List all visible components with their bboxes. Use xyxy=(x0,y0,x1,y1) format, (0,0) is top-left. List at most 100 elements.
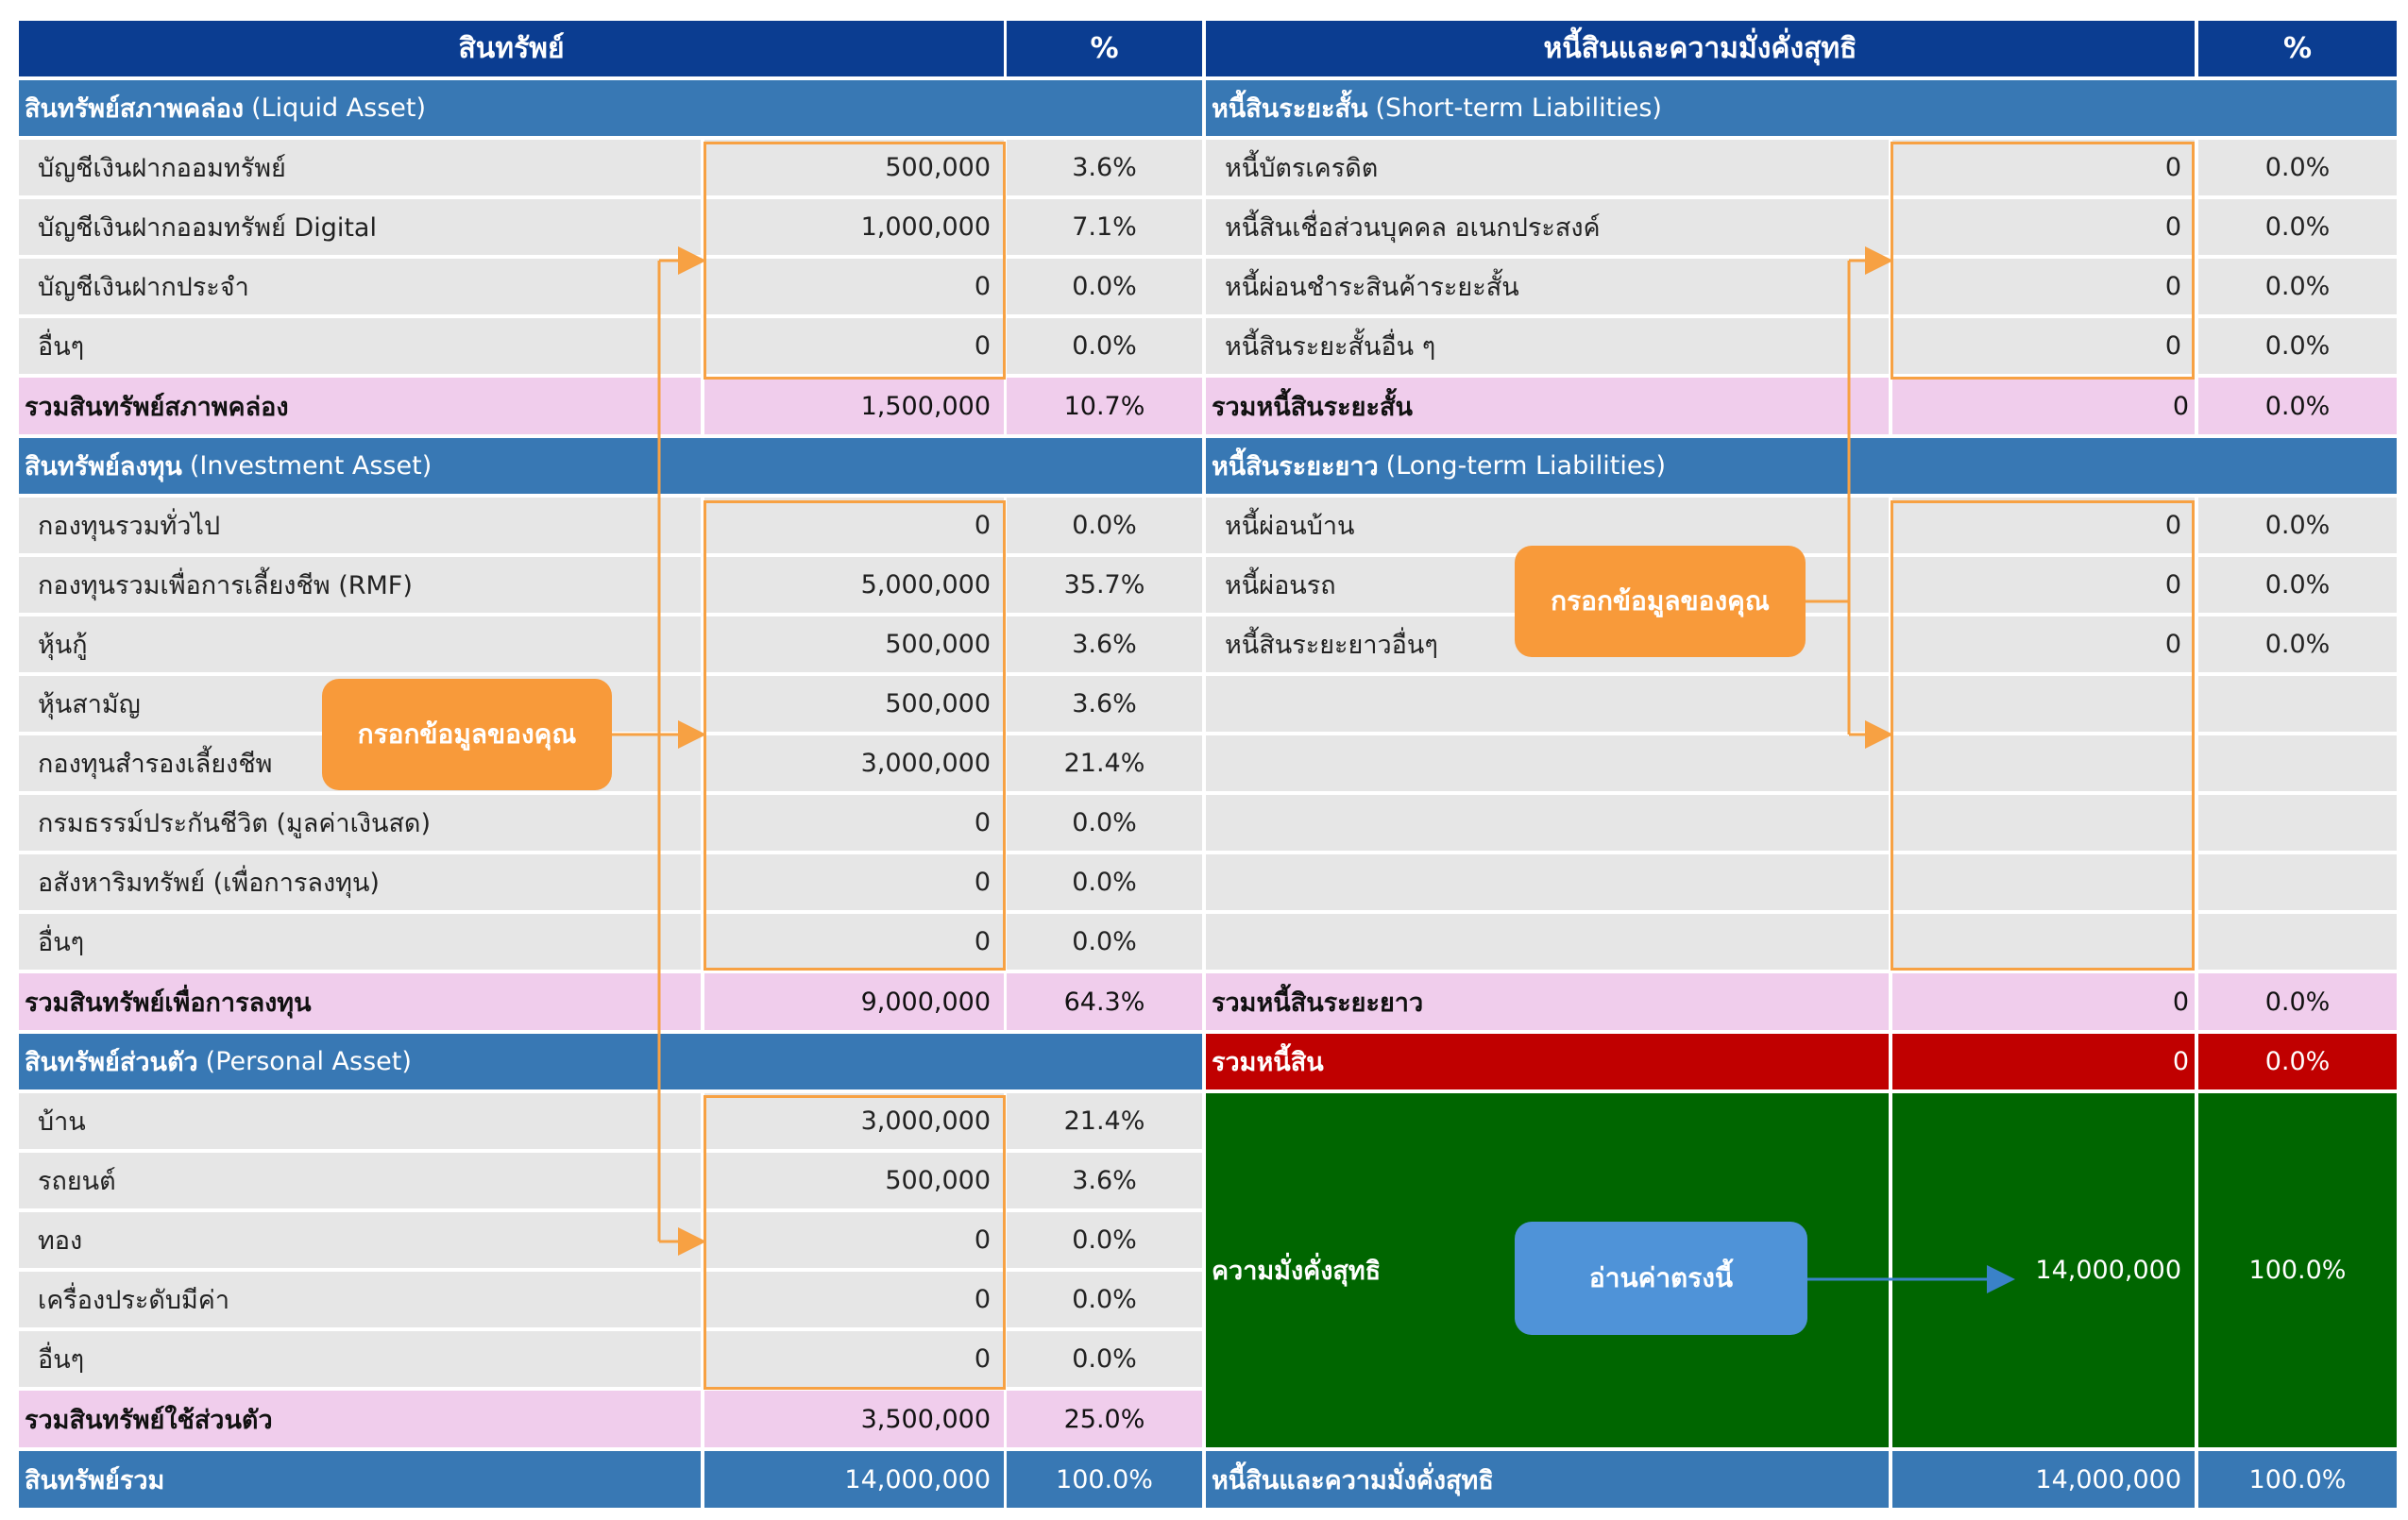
investment-row-pct: 35.7% xyxy=(1007,557,1202,613)
short-term-row-label: หนี้บัตรเครดิต xyxy=(1206,140,1889,195)
long-term-total-value: 0 xyxy=(1892,973,2195,1030)
investment-asset-title-en: (Investment Asset) xyxy=(189,451,432,481)
liquid-savings-input[interactable]: 500,000 xyxy=(704,140,1004,195)
short-term-installment-input[interactable]: 0 xyxy=(1892,259,2195,314)
personal-jewelry-input[interactable]: 0 xyxy=(704,1272,1004,1327)
assets-pct-header: % xyxy=(1007,21,1202,76)
investment-row-pct: 0.0% xyxy=(1007,914,1202,970)
liquid-fixed-deposit-input[interactable]: 0 xyxy=(704,259,1004,314)
investment-row-label: กองทุนรวมเพื่อการเลี้ยงชีพ (RMF) xyxy=(19,557,701,613)
investment-real-estate-input[interactable]: 0 xyxy=(704,854,1004,910)
empty-pct xyxy=(2198,735,2397,791)
empty-input[interactable] xyxy=(1892,854,2195,910)
assets-total-pct: 100.0% xyxy=(1007,1451,1202,1508)
long-term-row-pct: 0.0% xyxy=(2198,498,2397,553)
long-term-row-pct: 0.0% xyxy=(2198,616,2397,672)
short-term-row-label: หนี้สินระยะสั้นอื่น ๆ xyxy=(1206,318,1889,374)
investment-row-pct: 3.6% xyxy=(1007,616,1202,672)
short-term-total-value: 0 xyxy=(1892,378,2195,434)
investment-total-value: 9,000,000 xyxy=(704,973,1004,1030)
liabilities-total-value: 0 xyxy=(1892,1034,2195,1089)
long-term-car-loan-input[interactable]: 0 xyxy=(1892,557,2195,613)
investment-row-pct: 3.6% xyxy=(1007,676,1202,732)
short-term-row-label: หนี้ผ่อนชำระสินค้าระยะสั้น xyxy=(1206,259,1889,314)
long-term-total-pct: 0.0% xyxy=(2198,973,2397,1030)
short-term-other-input[interactable]: 0 xyxy=(1892,318,2195,374)
empty-row xyxy=(1206,854,1889,910)
empty-input[interactable] xyxy=(1892,735,2195,791)
short-term-credit-card-input[interactable]: 0 xyxy=(1892,140,2195,195)
empty-row xyxy=(1206,914,1889,970)
investment-stocks-input[interactable]: 500,000 xyxy=(704,676,1004,732)
personal-row-pct: 0.0% xyxy=(1007,1272,1202,1327)
liquid-total-value: 1,500,000 xyxy=(704,378,1004,434)
personal-other-input[interactable]: 0 xyxy=(704,1331,1004,1387)
long-term-title: หนี้สินระยะยาว xyxy=(1212,452,1379,481)
liquid-row-label: บัญชีเงินฝากออมทรัพย์ xyxy=(19,140,701,195)
investment-row-label: กองทุนรวมทั่วไป xyxy=(19,498,701,553)
investment-row-label: กรมธรรม์ประกันชีวิต (มูลค่าเงินสด) xyxy=(19,795,701,851)
empty-input[interactable] xyxy=(1892,914,2195,970)
empty-input[interactable] xyxy=(1892,795,2195,851)
short-term-row-pct: 0.0% xyxy=(2198,140,2397,195)
investment-row-label: หุ้นกู้ xyxy=(19,616,701,672)
fill-in-callout-right: กรอกข้อมูลของคุณ xyxy=(1515,546,1806,657)
liquid-total-label: รวมสินทรัพย์สภาพคล่อง xyxy=(19,378,701,434)
investment-row-label: อื่นๆ xyxy=(19,914,701,970)
short-term-section: หนี้สินระยะสั้น (Short-term Liabilities) xyxy=(1206,80,2397,136)
short-term-title: หนี้สินระยะสั้น xyxy=(1212,94,1368,124)
personal-total-value: 3,500,000 xyxy=(704,1391,1004,1447)
personal-asset-title-en: (Personal Asset) xyxy=(205,1047,412,1076)
investment-provident-fund-input[interactable]: 3,000,000 xyxy=(704,735,1004,791)
investment-life-insurance-input[interactable]: 0 xyxy=(704,795,1004,851)
empty-row xyxy=(1206,676,1889,732)
liquid-row-pct: 0.0% xyxy=(1007,318,1202,374)
liabilities-total-label: รวมหนี้สิน xyxy=(1206,1034,1889,1089)
long-term-row-pct: 0.0% xyxy=(2198,557,2397,613)
liabilities-pct-header: % xyxy=(2198,21,2397,76)
investment-asset-title: สินทรัพย์ลงทุน xyxy=(25,452,182,481)
empty-input[interactable] xyxy=(1892,676,2195,732)
investment-other-input[interactable]: 0 xyxy=(704,914,1004,970)
investment-asset-section: สินทรัพย์ลงทุน (Investment Asset) xyxy=(19,438,1202,494)
long-term-mortgage-input[interactable]: 0 xyxy=(1892,498,2195,553)
empty-pct xyxy=(2198,914,2397,970)
liquid-row-pct: 0.0% xyxy=(1007,259,1202,314)
liquid-asset-section: สินทรัพย์สภาพคล่อง (Liquid Asset) xyxy=(19,80,1202,136)
personal-row-label: ทอง xyxy=(19,1212,701,1268)
personal-row-pct: 0.0% xyxy=(1007,1212,1202,1268)
personal-total-pct: 25.0% xyxy=(1007,1391,1202,1447)
short-term-personal-loan-input[interactable]: 0 xyxy=(1892,199,2195,255)
liquid-digital-savings-input[interactable]: 1,000,000 xyxy=(704,199,1004,255)
liquid-row-label: อื่นๆ xyxy=(19,318,701,374)
long-term-section: หนี้สินระยะยาว (Long-term Liabilities) xyxy=(1206,438,2397,494)
empty-pct xyxy=(2198,676,2397,732)
investment-row-label: อสังหาริมทรัพย์ (เพื่อการลงทุน) xyxy=(19,854,701,910)
investment-bonds-input[interactable]: 500,000 xyxy=(704,616,1004,672)
empty-row xyxy=(1206,735,1889,791)
investment-row-pct: 0.0% xyxy=(1007,498,1202,553)
liab-networth-total-pct: 100.0% xyxy=(2198,1451,2397,1508)
short-term-total-pct: 0.0% xyxy=(2198,378,2397,434)
short-term-row-pct: 0.0% xyxy=(2198,318,2397,374)
personal-row-label: อื่นๆ xyxy=(19,1331,701,1387)
personal-total-label: รวมสินทรัพย์ใช้ส่วนตัว xyxy=(19,1391,701,1447)
personal-house-input[interactable]: 3,000,000 xyxy=(704,1093,1004,1149)
liquid-other-input[interactable]: 0 xyxy=(704,318,1004,374)
investment-rmf-input[interactable]: 5,000,000 xyxy=(704,557,1004,613)
empty-row xyxy=(1206,795,1889,851)
empty-pct xyxy=(2198,854,2397,910)
short-term-row-pct: 0.0% xyxy=(2198,259,2397,314)
long-term-other-input[interactable]: 0 xyxy=(1892,616,2195,672)
investment-total-label: รวมสินทรัพย์เพื่อการลงทุน xyxy=(19,973,701,1030)
personal-car-input[interactable]: 500,000 xyxy=(704,1153,1004,1208)
investment-mutual-fund-input[interactable]: 0 xyxy=(704,498,1004,553)
personal-row-pct: 0.0% xyxy=(1007,1331,1202,1387)
personal-asset-title: สินทรัพย์ส่วนตัว xyxy=(25,1048,198,1077)
net-worth-value: 14,000,000 xyxy=(1892,1093,2195,1447)
personal-gold-input[interactable]: 0 xyxy=(704,1212,1004,1268)
investment-row-pct: 21.4% xyxy=(1007,735,1202,791)
empty-pct xyxy=(2198,795,2397,851)
investment-row-pct: 0.0% xyxy=(1007,795,1202,851)
